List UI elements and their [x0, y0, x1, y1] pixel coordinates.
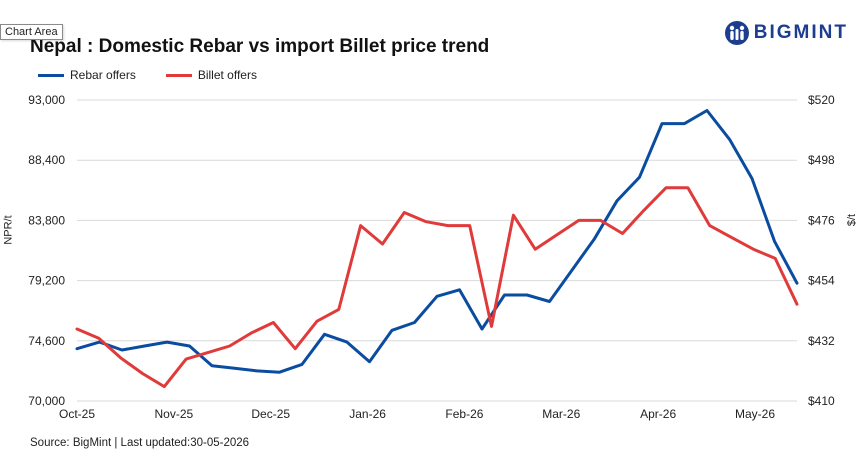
bigmint-logo-icon: [724, 21, 749, 45]
x-tick-label: Feb-26: [445, 407, 483, 421]
x-tick-label: May-26: [735, 407, 775, 421]
y-right-tick-label: $476: [808, 213, 835, 227]
rebar-offers-line: [75, 109, 799, 374]
y-right-tick-label: $498: [808, 153, 835, 167]
billet-offers-line: [75, 186, 799, 389]
y-left-tick-label: 70,000: [28, 394, 65, 408]
bigmint-logo-text: BIGMINT: [753, 22, 848, 43]
legend-label-rebar: Rebar offers: [70, 68, 136, 82]
x-tick-label: Dec-25: [251, 407, 290, 421]
legend-item-billet: Billet offers: [165, 68, 257, 82]
chart-title: Nepal : Domestic Rebar vs import Billet …: [30, 36, 490, 57]
y-left-tick-label: 79,200: [28, 274, 65, 288]
x-tick-label: Nov-25: [155, 407, 194, 421]
y-right-tick-label: $432: [808, 334, 835, 348]
x-tick-label: Mar-26: [542, 407, 580, 421]
y-left-tick-label: 93,000: [28, 93, 65, 107]
x-tick-label: Oct-25: [59, 407, 95, 421]
y-right-tick-label: $410: [808, 394, 835, 408]
y-right-tick-label: $454: [808, 274, 835, 288]
legend-label-billet: Billet offers: [197, 68, 257, 82]
y-right-tick-label: $520: [808, 93, 835, 107]
chart-area-tooltip: Chart Area: [0, 24, 63, 40]
x-tick-label: Jan-26: [349, 407, 386, 421]
y-left-tick-label: 83,800: [28, 213, 65, 227]
x-tick-label: Apr-26: [640, 407, 676, 421]
y-left-tick-label: 88,400: [28, 153, 65, 167]
bigmint-logo: BIGMINT: [724, 20, 848, 46]
source-note: Source: BigMint | Last updated:30-05-202…: [30, 437, 250, 449]
legend-swatch-rebar: [38, 73, 64, 77]
legend-item-rebar: Rebar offers: [38, 68, 136, 82]
chart-legend: Rebar offers Billet offers: [38, 68, 287, 82]
legend-swatch-billet: [165, 73, 192, 77]
y-left-tick-label: 74,600: [28, 334, 65, 348]
